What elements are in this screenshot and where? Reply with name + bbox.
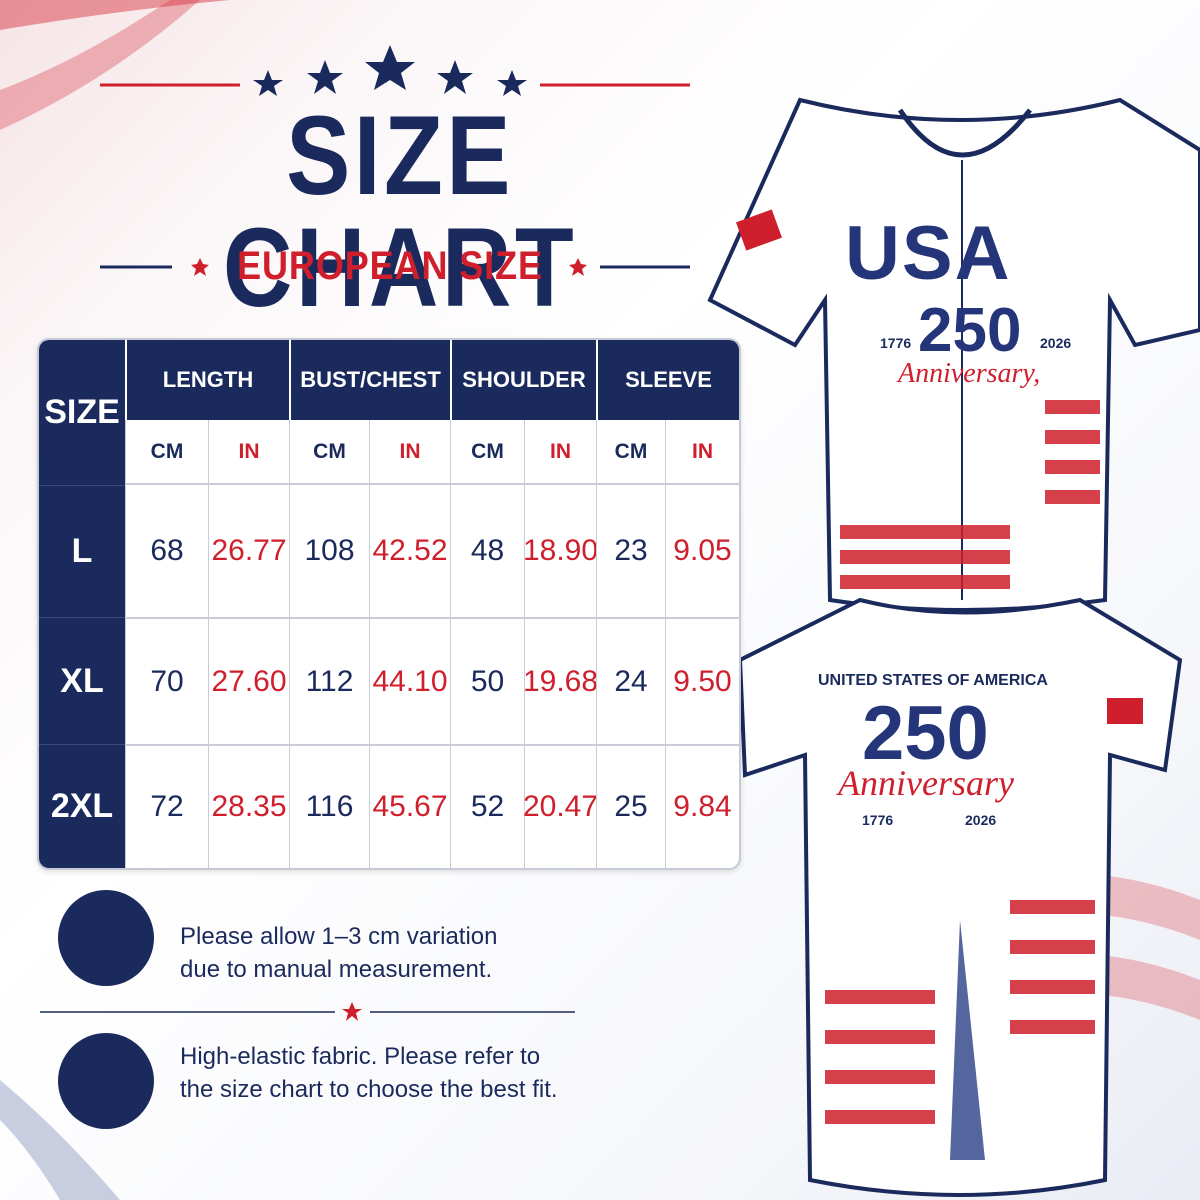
size-value: 45.67 [369, 744, 450, 868]
note: High-elastic fabric. Please refer to the… [180, 1040, 558, 1106]
size-label: XL [39, 617, 125, 744]
size-value: 20.47 [523, 744, 598, 868]
jersey-year: 1776 [880, 335, 912, 351]
unit-header: CM [125, 420, 208, 485]
jersey-word: USA [845, 211, 1012, 296]
unit-header: IN [369, 420, 450, 485]
unit-header: CM [289, 420, 369, 485]
size-value: 44.10 [369, 617, 450, 744]
title: SIZE CHART [222, 93, 578, 330]
unit-header: CM [450, 420, 524, 485]
size-value: 26.77 [208, 485, 289, 617]
size-value: 25 [596, 744, 665, 868]
jersey-year: 2026 [965, 812, 997, 828]
note-line: Please allow 1–3 cm variation [180, 923, 498, 950]
jersey-number: 250 [918, 296, 1022, 365]
size-label: L [39, 485, 125, 617]
size-value: 9.50 [665, 617, 739, 744]
size-value: 18.90 [523, 485, 598, 617]
note-line: the size chart to choose the best fit. [180, 1076, 558, 1103]
size-value: 9.05 [665, 485, 739, 617]
size-table: SIZE LENGTH BUST/CHEST SHOULDER SLEEVE CM IN CM… [37, 338, 741, 870]
size-label: 2XL [39, 744, 125, 868]
group-header: LENGTH [125, 340, 289, 420]
fabric-icon [58, 1033, 154, 1129]
size-value: 52 [450, 744, 524, 868]
jersey-number: 250 [862, 691, 989, 776]
jersey-year: 1776 [862, 812, 894, 828]
unit-header: IN [524, 420, 596, 485]
size-value: 112 [289, 617, 369, 744]
size-value: 116 [289, 744, 369, 868]
size-value: 70 [125, 617, 208, 744]
jersey-script: Anniversary, [898, 358, 1041, 389]
jersey-country: UNITED STATES OF AMERICA [818, 672, 1048, 689]
size-value: 68 [125, 485, 208, 617]
size-value: 48 [450, 485, 524, 617]
group-header: SLEEVE [596, 340, 739, 420]
size-header: SIZE [39, 340, 125, 485]
size-value: 108 [289, 485, 369, 617]
jersey-script: Anniversary [838, 763, 1014, 803]
group-header: BUST/CHEST [289, 340, 450, 420]
size-value: 9.84 [665, 744, 739, 868]
note-line: due to manual measurement. [180, 956, 493, 983]
size-value: 27.60 [208, 617, 289, 744]
unit-header: IN [665, 420, 739, 485]
jersey-year: 2026 [1040, 335, 1072, 351]
size-value: 50 [450, 617, 524, 744]
size-value: 28.35 [208, 744, 289, 868]
size-value: 23 [596, 485, 665, 617]
unit-header: CM [596, 420, 665, 485]
size-value: 24 [596, 617, 665, 744]
subtitle: EUROPEAN SIZE [237, 244, 543, 288]
unit-header: IN [208, 420, 289, 485]
group-header: SHOULDER [450, 340, 596, 420]
size-value: 19.68 [523, 617, 598, 744]
size-value: 42.52 [369, 485, 450, 617]
note-line: High-elastic fabric. Please refer to [180, 1043, 541, 1070]
note: Please allow 1–3 cm variation due to man… [180, 920, 498, 986]
size-value: 72 [125, 744, 208, 868]
tape-icon [58, 890, 154, 986]
